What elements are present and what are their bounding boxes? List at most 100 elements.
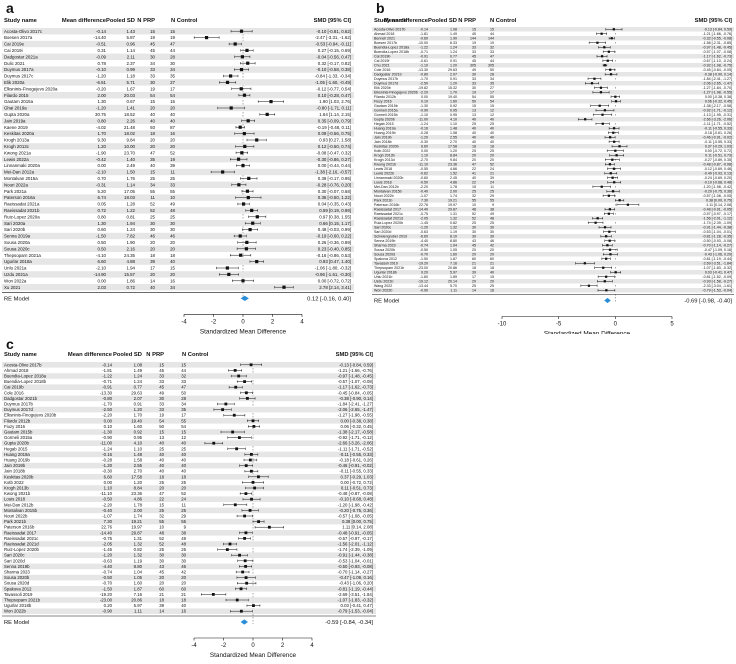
effect-square (239, 29, 244, 33)
n-control-value: 33 (490, 50, 494, 54)
pooled-sd-value: 8.10 (450, 235, 457, 239)
pooled-sd-value: 2.07 (450, 73, 457, 77)
mean-difference-value: -1.20 (96, 74, 107, 79)
study-name: Gormeli 2015a (374, 109, 398, 113)
n-prp-value: 41 (472, 172, 476, 176)
study-name: Senna 2019b (374, 239, 395, 243)
study-name: Sousa 2020c (4, 246, 30, 251)
row-shading (2, 373, 376, 379)
n-prp-value: 50 (159, 424, 164, 429)
study-name: Boesen 2017a (4, 35, 33, 40)
n-prp-value: 20 (159, 581, 164, 586)
n-control-value: 25 (181, 446, 186, 451)
pooled-sd-value: 6.33 (450, 41, 457, 45)
n-prp-value: 18 (472, 145, 476, 149)
n-control-value: 25 (490, 284, 494, 288)
pooled-sd-value: 0.95 (450, 113, 457, 117)
smd-ci-text: 1.64 [1.14, 2.15] (319, 112, 351, 117)
study-name: Paterson 2016a (4, 195, 36, 200)
pooled-sd-value: 1.05 (134, 575, 143, 580)
n-control-value: 30 (490, 230, 494, 234)
pooled-sd-value: 29.87 (131, 530, 142, 535)
n-prp-value: 20 (472, 154, 476, 158)
study-name: Hegab 2015 (374, 122, 394, 126)
study-name: Mei-Dan 2012a (4, 170, 35, 175)
mean-difference-value: -1.22 (102, 374, 112, 379)
smd-ci-text: 0.66 [0.15, 1.17] (319, 221, 351, 226)
mean-difference-value: -2.50 (420, 82, 428, 86)
row-shading (372, 99, 734, 104)
n-prp-value: 43 (472, 239, 476, 243)
study-name: Dadgostar 2021b (374, 73, 402, 77)
n-prp-value: 20 (150, 144, 155, 149)
row-shading (372, 90, 734, 95)
pooled-sd-value: 1.94 (126, 221, 135, 226)
n-control-value: 30 (181, 553, 186, 558)
n-control-value: 24 (490, 167, 494, 171)
smd-ci-text: -0.18 [-0.61, 0.26] (339, 458, 373, 463)
pooled-sd-value: 1.49 (134, 368, 143, 373)
pooled-sd-value: 4.88 (126, 259, 135, 264)
smd-ci-text: -0.13 [-0.84, 0.59] (339, 362, 373, 367)
n-control-value: 39 (170, 163, 175, 168)
smd-ci-text: 0.00 [-0.38, 0.38] (705, 95, 732, 99)
smd-ci-text: -0.19 [-0.48, 0.11] (317, 125, 351, 130)
row-shading (2, 563, 376, 570)
pooled-sd-value: 4.66 (450, 167, 457, 171)
n-control-value: 20 (181, 575, 186, 580)
mean-difference-value: -11.10 (100, 491, 112, 496)
pooled-sd-value: 1.32 (450, 226, 457, 230)
smd-ci-text: -0.57 [-1.07, -0.08] (702, 50, 732, 54)
effect-square (225, 80, 230, 84)
mean-difference-value: 1.20 (97, 144, 106, 149)
effect-square (253, 486, 257, 490)
n-prp-value: 30 (150, 80, 155, 85)
mean-difference-value: -0.42 (96, 157, 107, 162)
mean-difference-value: -19.12 (418, 280, 428, 284)
n-control-value: 20 (490, 158, 494, 162)
mean-difference-value: -0.31 (96, 182, 107, 187)
effect-square (244, 492, 248, 495)
effect-square (584, 118, 587, 121)
mean-difference-value: -0.63 (420, 230, 428, 234)
row-shading (2, 406, 376, 413)
n-prp-value: 305 (470, 64, 476, 68)
row-shading (2, 440, 376, 446)
effect-square (231, 430, 235, 434)
n-prp-value: 54 (159, 418, 164, 423)
smd-ci-text: -0.08 [-0.47, 0.32] (316, 150, 351, 155)
effect-square (241, 164, 245, 168)
n-prp-value: 33 (159, 374, 164, 379)
pooled-sd-value: 19.40 (448, 95, 457, 99)
effect-square (243, 514, 246, 518)
n-control-value: 15 (170, 266, 175, 271)
smd-ci-text: 1.11 [0.14, 2.08] (706, 203, 732, 207)
n-control-value: 24 (181, 497, 186, 502)
x-tick-label: -4 (181, 319, 187, 325)
study-name: Cai 2019e (4, 42, 25, 47)
pooled-sd-value: 20.14 (448, 280, 457, 284)
smd-ci-text: 0.00 [-0.44, 0.44] (318, 163, 351, 168)
pooled-sd-value: 0.77 (134, 385, 143, 390)
effect-square (249, 469, 253, 473)
mean-difference-value: 0.10 (104, 424, 113, 429)
smd-ci-text: -1.84 [-2.41, -1.27] (338, 402, 373, 407)
study-name: Kwong 2021b (4, 491, 31, 496)
smd-ci-text: -0.91 [-1.44, -0.38] (702, 226, 732, 230)
study-name: Krogh 2013c (4, 144, 30, 149)
n-control-value: 18 (490, 266, 494, 270)
study-name: Krogh 2013b (4, 486, 29, 491)
n-prp-value: 21 (159, 592, 164, 597)
pooled-sd-value: 5.87 (126, 35, 135, 40)
mean-difference-value: 7.30 (104, 519, 113, 524)
study-name: Elksninis-Finogejevs 2020b (4, 413, 57, 418)
n-control-value: 40 (181, 463, 186, 468)
mean-difference-value: -6.51 (96, 80, 107, 85)
row-shading (2, 597, 376, 603)
row-shading (2, 552, 376, 558)
n-control-value: 42 (490, 244, 494, 248)
smd-ci-text: 0.27 [-0.15, 0.69] (318, 48, 351, 53)
effect-square (600, 185, 603, 188)
pooled-sd-value: 7.16 (450, 262, 457, 266)
